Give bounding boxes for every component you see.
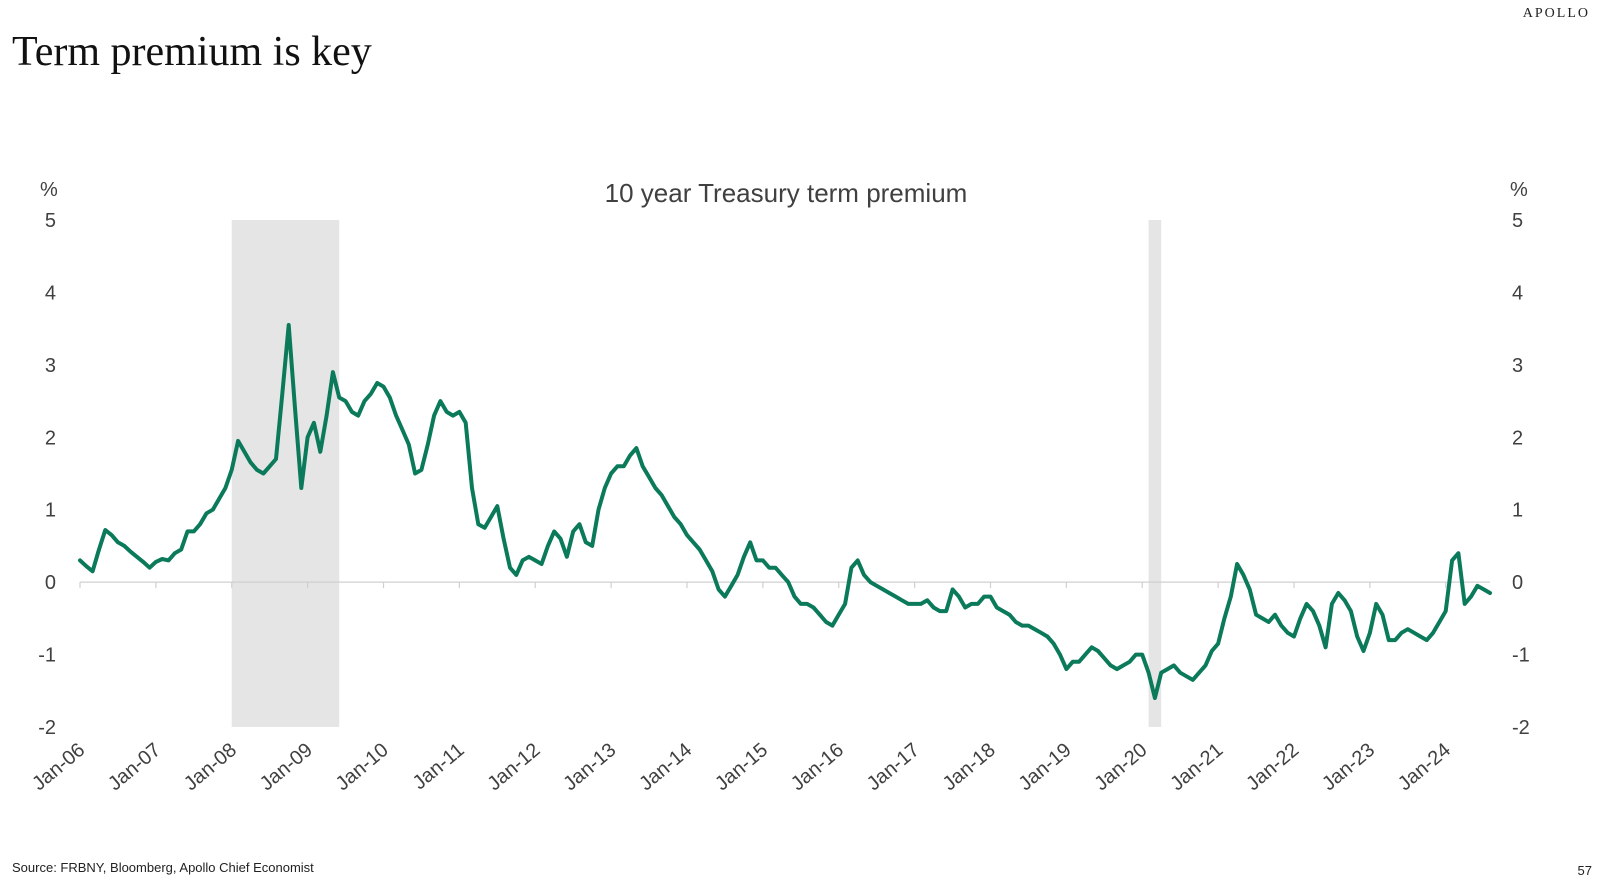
x-tick-label: Jan-08 — [180, 739, 241, 795]
y-tick-label-left: 2 — [45, 427, 56, 449]
x-tick-label: Jan-06 — [28, 739, 89, 795]
x-tick-label: Jan-11 — [409, 739, 469, 794]
y-tick-label-left: 1 — [45, 500, 56, 522]
x-tick-label: Jan-22 — [1242, 739, 1303, 795]
y-tick-label-right: 0 — [1512, 572, 1523, 594]
x-tick-label: Jan-16 — [787, 739, 848, 795]
brand-logo: APOLLO — [1522, 6, 1590, 21]
y-unit-right: % — [1510, 179, 1528, 201]
y-axis-right: 5 4 3 2 1 0 -1 -2 — [1512, 210, 1530, 739]
recession-band-2 — [1148, 220, 1162, 727]
recession-band-1 — [231, 220, 340, 727]
y-tick-label-right: 2 — [1512, 427, 1523, 449]
x-tick-label: Jan-21 — [1166, 739, 1227, 795]
y-tick-label-left: 0 — [45, 572, 56, 594]
y-unit-left: % — [40, 179, 58, 201]
y-tick-label-left: -2 — [38, 717, 56, 739]
slide-title: Term premium is key — [12, 29, 372, 75]
x-tick-label: Jan-19 — [1015, 739, 1076, 795]
chart-title: 10 year Treasury term premium — [605, 178, 968, 208]
x-tick-label: Jan-18 — [939, 739, 1000, 795]
x-tick-label: Jan-13 — [559, 739, 620, 795]
x-tick-label: Jan-14 — [635, 739, 696, 795]
y-tick-label-right: 3 — [1512, 355, 1523, 377]
source-note: Source: FRBNY, Bloomberg, Apollo Chief E… — [12, 860, 314, 875]
x-tick-label: Jan-07 — [104, 739, 165, 795]
x-tick-label: Jan-23 — [1318, 739, 1379, 795]
x-tick-label: Jan-17 — [863, 739, 924, 795]
y-tick-label-left: 3 — [45, 355, 56, 377]
y-axis-left: 5 4 3 2 1 0 -1 -2 — [38, 210, 56, 739]
y-tick-label-right: -1 — [1512, 645, 1530, 667]
series-line-term-premium — [78, 323, 1492, 700]
recession-shading — [231, 220, 1162, 727]
x-tick-label: Jan-24 — [1394, 739, 1455, 795]
x-tick-label: Jan-12 — [483, 739, 544, 795]
y-tick-label-right: 5 — [1512, 210, 1523, 232]
y-tick-label-left: 5 — [45, 210, 56, 232]
x-tick-label: Jan-15 — [711, 739, 772, 795]
x-tick-label: Jan-09 — [256, 739, 317, 795]
x-tick-label: Jan-10 — [332, 739, 393, 795]
page-number: 57 — [1577, 863, 1592, 878]
y-tick-label-left: 4 — [45, 282, 56, 304]
y-tick-label-right: 1 — [1512, 500, 1523, 522]
y-tick-label-right: 4 — [1512, 282, 1523, 304]
y-tick-label-left: -1 — [38, 645, 56, 667]
x-tick-label: Jan-20 — [1090, 739, 1151, 795]
y-tick-label-right: -2 — [1512, 717, 1530, 739]
